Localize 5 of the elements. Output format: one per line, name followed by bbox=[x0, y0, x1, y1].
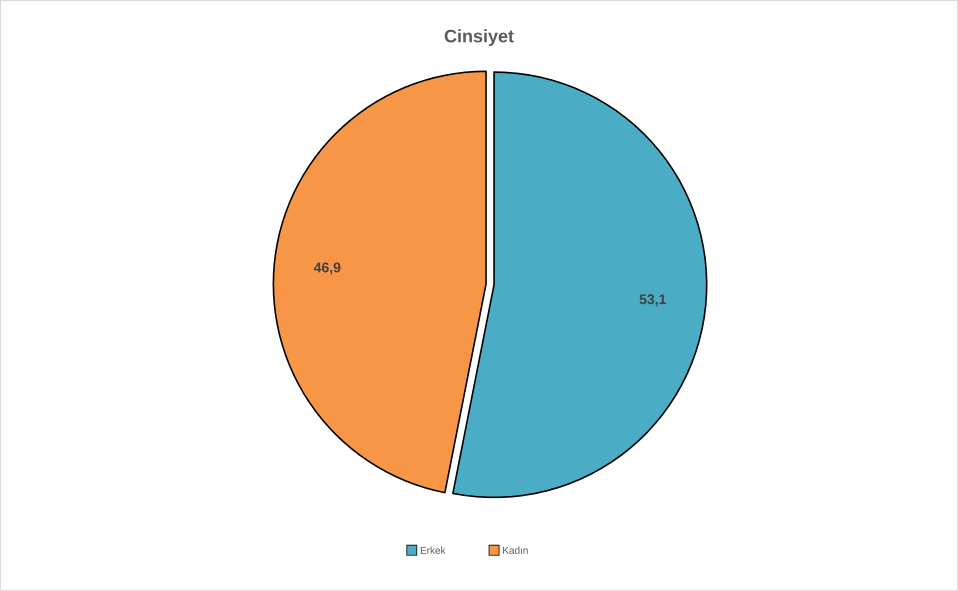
legend-label: Erkek bbox=[420, 546, 446, 554]
legend-label: Kadın bbox=[503, 546, 528, 554]
data-label: 46,9 bbox=[314, 262, 340, 275]
data-label: 53,1 bbox=[640, 294, 666, 306]
chart-title: Cinsiyet bbox=[444, 29, 514, 46]
